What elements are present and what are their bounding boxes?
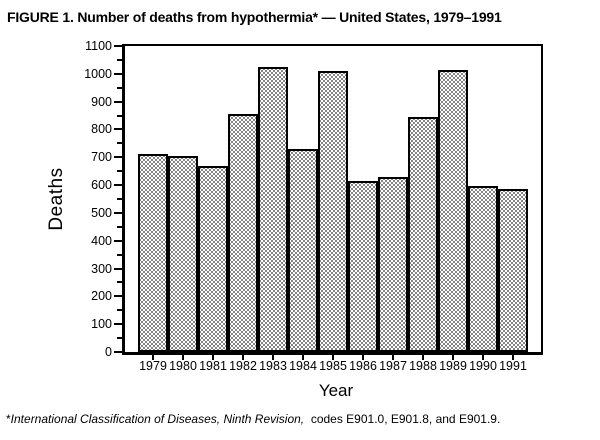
x-tick-label: 1979 [139,359,167,373]
x-tick-label: 1985 [319,359,347,373]
y-major-tick [114,156,122,159]
y-minor-tick [117,309,122,312]
x-tick-label: 1990 [469,359,497,373]
y-minor-tick [117,253,122,256]
y-major-tick [114,128,122,131]
y-tick-label: 400 [91,233,112,248]
y-minor-tick [117,142,122,145]
y-minor-tick [117,281,122,284]
bar-1983 [258,67,288,352]
y-major-tick [114,100,122,103]
x-tick-label: 1987 [379,359,407,373]
bar-1986 [348,181,378,352]
x-tick-label: 1980 [169,359,197,373]
x-tick [422,355,424,360]
x-tick-label: 1984 [289,359,317,373]
x-tick-label: 1988 [409,359,437,373]
y-tick-label: 1100 [85,39,112,53]
x-tick [362,355,364,360]
y-minor-tick [117,58,122,61]
x-tick [182,355,184,360]
plot-area [122,44,543,355]
x-tick-label: 1991 [499,359,527,373]
x-tick-label: 1989 [439,359,467,373]
y-tick-label: 900 [91,94,112,109]
y-tick-label: 200 [91,289,112,304]
x-tick [512,355,514,360]
y-major-tick [114,72,122,75]
bar-1989 [438,70,468,352]
y-tick-label: 800 [91,122,112,137]
y-minor-tick [117,337,122,340]
bar-1985 [318,71,348,352]
y-tick-label: 300 [91,261,112,276]
x-tick [152,355,154,360]
bar-1987 [378,177,408,352]
footnote-italic-text: International Classification of Diseases… [10,412,305,426]
y-major-tick [114,239,122,242]
x-tick [332,355,334,360]
bar-1981 [198,166,228,352]
y-minor-tick [117,198,122,200]
y-major-tick [114,45,122,47]
figure-title: FIGURE 1. Number of deaths from hypother… [7,9,502,25]
x-tick [272,355,274,360]
y-major-tick [114,211,122,214]
x-tick [242,355,244,360]
bar-1980 [168,156,198,352]
y-minor-tick [117,114,122,117]
x-axis-title: Year [318,381,354,400]
y-minor-tick [117,170,122,173]
x-tick [212,355,214,360]
footnote-marker: * [6,412,11,426]
y-tick-label: 1000 [84,66,112,81]
x-tick [302,355,304,360]
y-major-tick [114,351,122,353]
x-tick-label: 1986 [349,359,377,373]
y-minor-tick [117,225,122,228]
bar-1988 [408,117,438,352]
y-axis-title: Deaths [46,167,67,231]
y-tick-label: 600 [91,178,112,193]
bar-1984 [288,149,318,352]
y-minor-tick [117,86,122,89]
y-major-tick [114,184,122,187]
y-major-tick [114,267,122,270]
y-major-tick [114,323,122,326]
y-tick-label: 100 [91,317,112,332]
x-tick-label: 1982 [229,359,257,373]
bar-1979 [138,154,168,352]
footnote: *International Classification of Disease… [6,412,596,426]
x-tick [482,355,484,360]
x-tick [452,355,454,360]
y-tick-label: 700 [91,150,112,165]
x-tick-label: 1983 [259,359,287,373]
y-major-tick [114,295,122,298]
bar-1991 [498,189,528,352]
y-tick-label: 500 [91,205,112,220]
y-tick-label: 0 [105,345,112,359]
bar-1982 [228,114,258,352]
x-tick-label: 1981 [199,359,227,373]
footnote-codes-text: codes E901.0, E901.8, and E901.9. [304,412,501,426]
bar-1990 [468,186,498,352]
x-tick [392,355,394,360]
